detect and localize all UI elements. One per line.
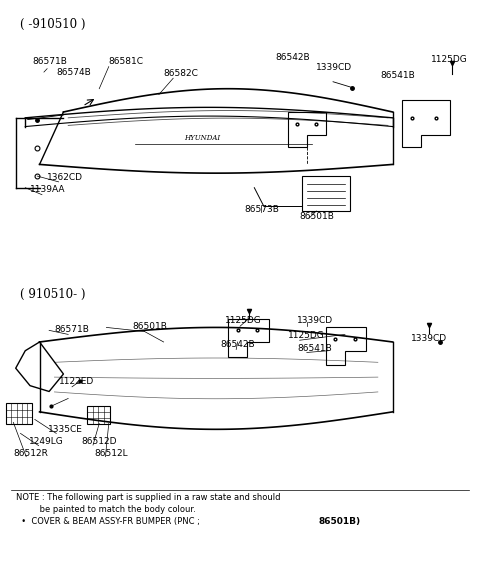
Bar bbox=[6, 403, 33, 424]
Text: 86541B: 86541B bbox=[297, 344, 332, 353]
Text: 1339CD: 1339CD bbox=[316, 63, 352, 72]
Text: 1125DG: 1125DG bbox=[225, 316, 262, 325]
Text: ( -910510 ): ( -910510 ) bbox=[21, 18, 86, 30]
Text: be painted to match the body colour.: be painted to match the body colour. bbox=[16, 505, 195, 514]
Text: ( 910510- ): ( 910510- ) bbox=[21, 288, 86, 301]
Text: 1125DG: 1125DG bbox=[288, 331, 324, 340]
Text: •  COVER & BEAM ASSY-FR BUMPER (PNC ;: • COVER & BEAM ASSY-FR BUMPER (PNC ; bbox=[16, 517, 202, 526]
Text: 86573B: 86573B bbox=[245, 205, 280, 214]
Text: 86512R: 86512R bbox=[13, 449, 48, 457]
Text: 1339CD: 1339CD bbox=[297, 316, 334, 325]
Text: NOTE : The following part is supplied in a raw state and should: NOTE : The following part is supplied in… bbox=[16, 493, 280, 503]
Text: 1125DG: 1125DG bbox=[431, 55, 468, 64]
Text: 1339CD: 1339CD bbox=[411, 335, 447, 343]
Text: 86582C: 86582C bbox=[164, 69, 199, 78]
Text: HYUNDAI: HYUNDAI bbox=[184, 134, 220, 142]
Text: 1335CE: 1335CE bbox=[48, 425, 83, 434]
Text: 86501B: 86501B bbox=[132, 322, 168, 331]
Text: 86512L: 86512L bbox=[95, 449, 128, 457]
Text: 86542B: 86542B bbox=[276, 53, 311, 61]
Text: 1139AA: 1139AA bbox=[30, 185, 66, 194]
Text: 86574B: 86574B bbox=[56, 68, 91, 77]
Text: 1362CD: 1362CD bbox=[47, 173, 83, 182]
Text: 86581C: 86581C bbox=[109, 57, 144, 66]
Text: 86541B: 86541B bbox=[381, 71, 416, 80]
Text: 1249LG: 1249LG bbox=[29, 437, 63, 446]
Text: 86501B): 86501B) bbox=[319, 517, 361, 526]
Bar bbox=[87, 406, 109, 424]
Text: 86501B: 86501B bbox=[300, 212, 335, 221]
Text: 1122ED: 1122ED bbox=[59, 377, 94, 387]
Text: 86542B: 86542B bbox=[220, 340, 254, 349]
Text: 86512D: 86512D bbox=[82, 437, 117, 446]
Text: 86571B: 86571B bbox=[54, 325, 89, 334]
Text: 86571B: 86571B bbox=[33, 57, 67, 66]
